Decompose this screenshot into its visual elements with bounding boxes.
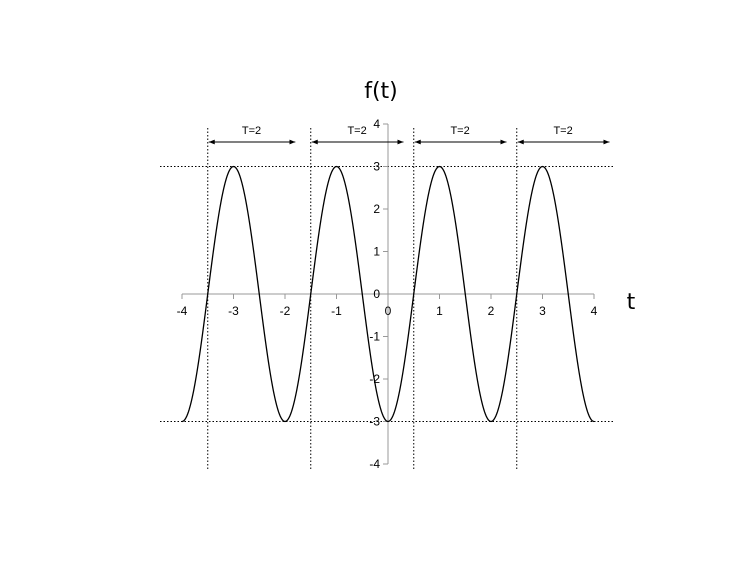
period-label: T=2: [450, 125, 469, 137]
period-annotations: T=2 T=2 T=2 T=2: [208, 125, 610, 145]
y-tick-label: -2: [369, 372, 380, 386]
x-tick-label: 2: [488, 304, 495, 318]
curve: [181, 165, 595, 423]
y-tick-label: 3: [373, 160, 380, 174]
x-axis-label: t: [627, 290, 636, 315]
y-tick-label: 2: [373, 202, 380, 216]
x-tick-label: -1: [331, 304, 342, 318]
x-tick-label: -2: [280, 304, 291, 318]
y-tick-label: 1: [373, 245, 380, 259]
y-tick-label: 0: [373, 287, 380, 301]
x-tick-label: 1: [436, 304, 443, 318]
series-line: [181, 165, 595, 423]
x-tick-label: 3: [539, 304, 546, 318]
y-tick-label: -4: [369, 457, 380, 471]
x-tick-label: -4: [177, 304, 188, 318]
y-axis-label: f(t): [364, 79, 398, 104]
x-tick-label: 0: [385, 304, 392, 318]
axes: [181, 123, 595, 465]
period-label: T=2: [347, 125, 366, 137]
y-tick-label: -1: [369, 330, 380, 344]
period-label: T=2: [553, 125, 572, 137]
x-tick-label: 4: [591, 304, 598, 318]
tick-labels: -4 -3 -2 -1 0 1 2 3 4 4 3 2 1 0 -1 -2 -3 -4: [177, 117, 598, 471]
period-label: T=2: [242, 125, 261, 137]
reference-lines: [160, 128, 614, 469]
x-tick-label: -3: [228, 304, 239, 318]
y-tick-label: 4: [373, 117, 380, 131]
y-tick-label: -3: [369, 415, 380, 429]
